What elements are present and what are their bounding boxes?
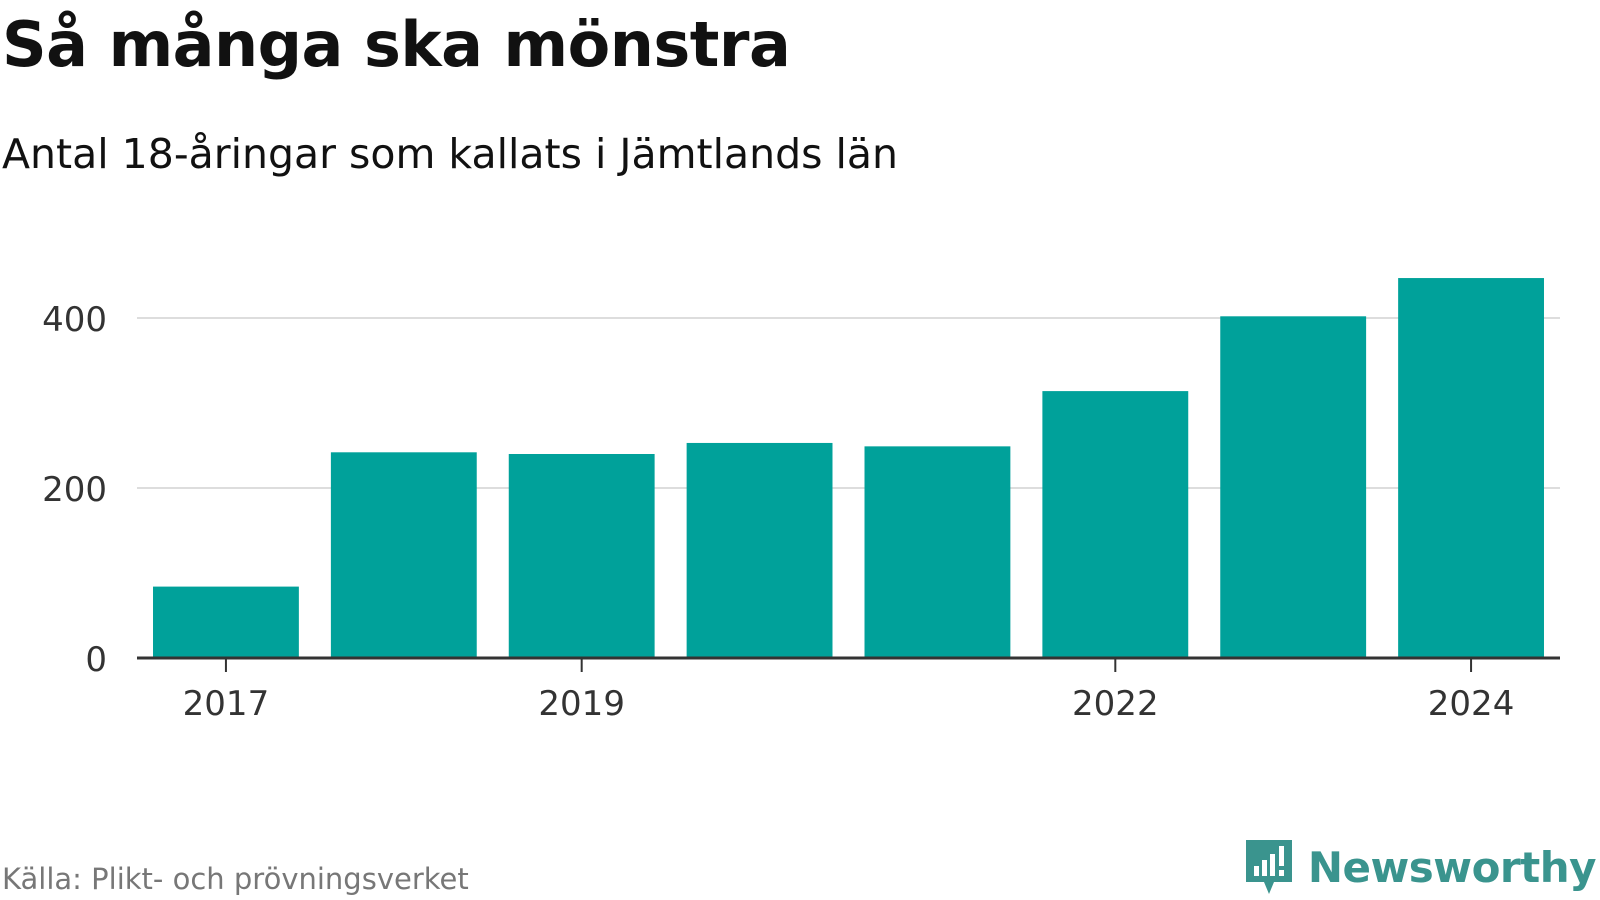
bar-2022 <box>1042 391 1189 658</box>
x-tick-label-2022: 2022 <box>1072 684 1159 724</box>
bar-2017 <box>153 586 299 658</box>
chart-subtitle: Antal 18-åringar som kallats i Jämtlands… <box>2 130 899 178</box>
bar-2018 <box>330 452 477 658</box>
chart-title: Så många ska mönstra <box>2 8 791 81</box>
x-tick-label-2017: 2017 <box>183 684 270 724</box>
bar-2019 <box>508 454 655 658</box>
bar-2024 <box>1398 278 1544 658</box>
y-tick-label-200: 200 <box>42 470 107 510</box>
y-tick-label-0: 0 <box>85 640 107 680</box>
source-note: Källa: Plikt- och prövningsverket <box>2 862 469 896</box>
x-tick-label-2024: 2024 <box>1428 684 1515 724</box>
bar-2023 <box>1220 316 1367 658</box>
brand-logo: Newsworthy <box>1244 838 1597 896</box>
bar-2020 <box>686 442 833 658</box>
y-tick-label-400: 400 <box>42 300 107 340</box>
brand-name: Newsworthy <box>1307 842 1597 892</box>
bar-chart: 0 200 400 2017 2019 2022 2024 <box>42 278 1560 724</box>
newsworthy-logo-icon <box>1245 840 1292 894</box>
bar-2021 <box>864 446 1011 658</box>
x-tick-label-2019: 2019 <box>538 684 625 724</box>
